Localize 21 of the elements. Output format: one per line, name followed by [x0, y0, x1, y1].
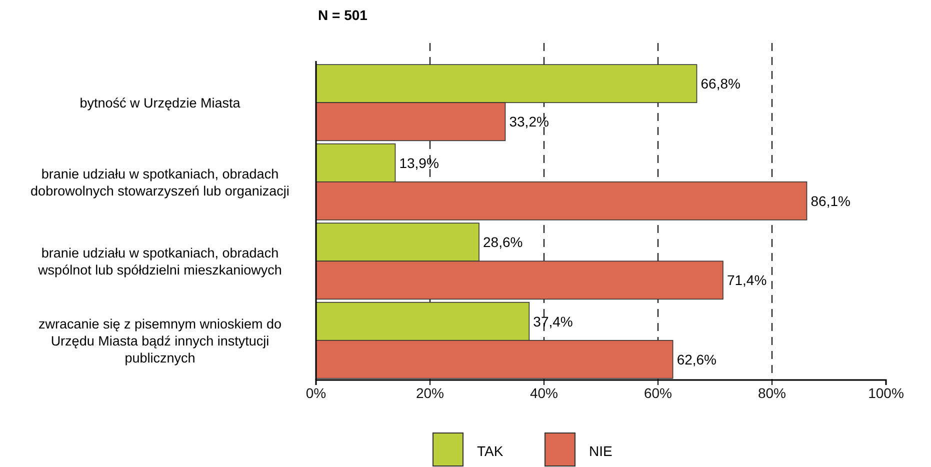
- data-label: 13,9%: [399, 154, 439, 171]
- data-label: 86,1%: [810, 192, 850, 209]
- legend-label: NIE: [589, 443, 612, 459]
- legend-label: TAK: [477, 443, 504, 459]
- data-label: 62,6%: [676, 351, 717, 368]
- data-label: 28,6%: [483, 234, 523, 250]
- y-tick-label: zwracanie się z pisemnym wnioskiem do Urzędu Miasta bądź innych instytucji publicznych: [38, 316, 282, 366]
- y-tick-label: branie udziału w spotkaniach, obradach dobrowolnych stowarzyszeń lub organizacji: [30, 166, 290, 198]
- data-label: 37,4%: [533, 313, 573, 330]
- x-tick-label: 0%: [306, 384, 326, 401]
- data-label: 66,8%: [700, 76, 740, 92]
- data-label: 33,2%: [509, 114, 549, 130]
- x-tick-label: 40%: [530, 384, 558, 401]
- x-tick-label: 100%: [868, 384, 904, 401]
- x-tick-label: 80%: [758, 384, 786, 401]
- x-tick-label: 20%: [416, 384, 444, 401]
- data-label: 71,4%: [726, 272, 767, 288]
- y-tick-label: bytność w Urzędzie Miasta: [80, 96, 241, 111]
- chart-title: N = 501: [318, 7, 368, 23]
- y-tick-label: branie udziału w spotkaniach, obradach wspólnot lub spółdzielni mieszkaniowych: [37, 246, 282, 278]
- x-tick-label: 60%: [644, 384, 672, 401]
